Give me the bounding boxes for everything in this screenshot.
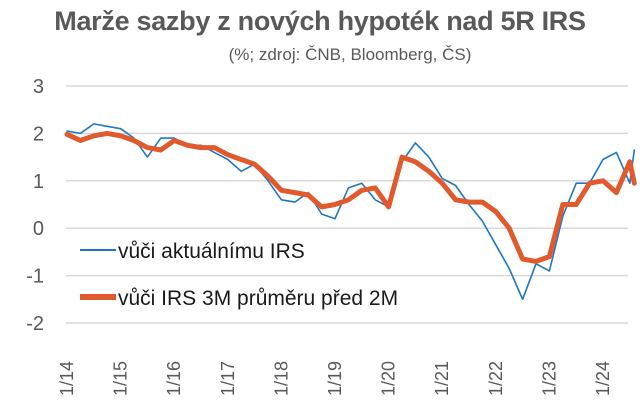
legend-label-series1: vůči aktuálnímu IRS — [118, 240, 305, 263]
plot-area — [64, 123, 637, 301]
series-line-irs-3m-avg — [64, 130, 637, 264]
y-tick-label: 0 — [33, 218, 44, 240]
y-axis: 3 2 1 0 -1 -2 — [26, 76, 44, 335]
x-tick-label: 1/23 — [539, 361, 559, 396]
x-tick-label: 1/21 — [432, 361, 452, 396]
legend: vůči aktuálnímu IRS vůči IRS 3M průměru … — [80, 240, 398, 310]
y-tick-label: 1 — [33, 171, 44, 193]
x-tick-label: 1/18 — [271, 361, 291, 396]
y-tick-label: 3 — [33, 76, 44, 98]
chart-title: Marže sazby z nových hypoték nad 5R IRS — [54, 6, 586, 36]
x-tick-label: 1/15 — [111, 361, 131, 396]
chart-subtitle: (%; zdroj: ČNB, Bloomberg, ČS) — [228, 45, 472, 64]
x-tick-label: 1/14 — [57, 361, 77, 396]
x-tick-label: 1/20 — [379, 361, 399, 396]
x-tick-label: 1/16 — [164, 361, 184, 396]
y-tick-label: -1 — [26, 266, 44, 288]
y-tick-label: 2 — [33, 123, 44, 145]
legend-label-series2: vůči IRS 3M průměru před 2M — [118, 287, 398, 310]
series-line-current-irs — [66, 123, 636, 301]
x-tick-label: 1/24 — [593, 361, 613, 396]
y-tick-label: -2 — [26, 313, 44, 335]
x-axis: 1/14 1/15 1/16 1/17 1/18 1/19 1/20 1/21 1/22 1/23… — [57, 361, 613, 396]
x-tick-label: 1/17 — [218, 361, 238, 396]
x-tick-label: 1/19 — [325, 361, 345, 396]
x-tick-label: 1/22 — [486, 361, 506, 396]
gridlines — [66, 85, 628, 324]
